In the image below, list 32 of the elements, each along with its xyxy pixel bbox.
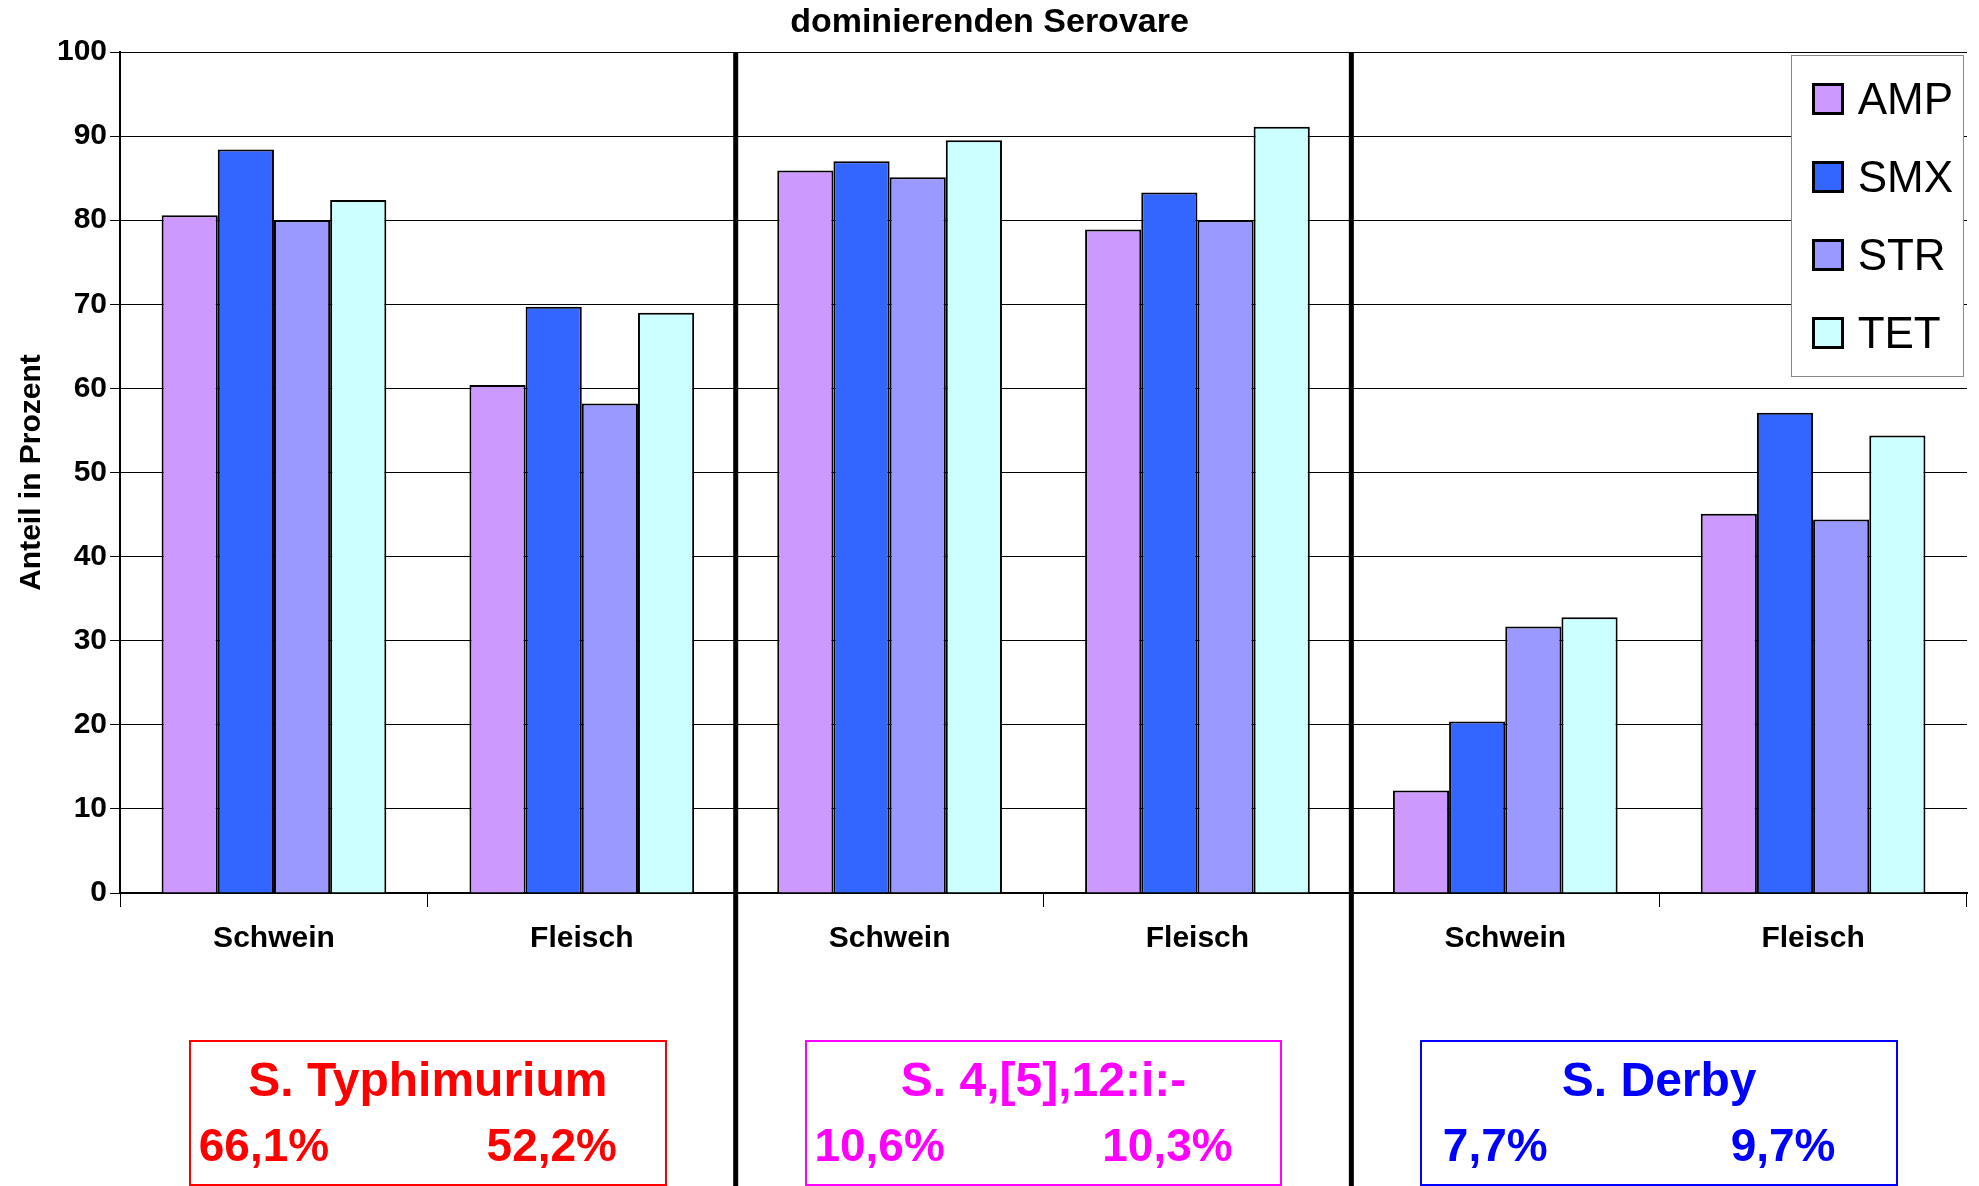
x-tick-label: Schwein <box>828 920 951 954</box>
x-tick-label: Schwein <box>1444 920 1567 954</box>
y-tick-label: 50 <box>73 453 108 487</box>
y-tick-label: 20 <box>73 706 108 740</box>
legend-label: AMP <box>1857 74 1953 124</box>
y-tick-label: 100 <box>56 33 108 67</box>
y-tick-label: 30 <box>73 621 108 655</box>
text: S. 4,[5],12:i:- <box>899 1052 1188 1107</box>
y-tick-label: 90 <box>73 117 108 151</box>
legend-label: SMX <box>1857 152 1953 202</box>
y-tick-label: 10 <box>73 790 108 824</box>
text: S. Derby <box>1560 1052 1758 1107</box>
x-tick-label: Fleisch <box>1145 920 1250 954</box>
text: S. Typhimurium <box>247 1052 609 1107</box>
x-tick-label: Fleisch <box>530 920 634 954</box>
legend-label: STR <box>1857 230 1946 280</box>
text: 52,2% <box>486 1118 617 1172</box>
x-tick-label: Fleisch <box>1761 920 1865 954</box>
text: 7,7% <box>1442 1118 1548 1172</box>
y-tick-label: 0 <box>90 874 108 908</box>
x-tick-label: Schwein <box>213 920 335 954</box>
y-axis-title: Anteil in Prozent <box>13 354 47 591</box>
y-tick-label: 80 <box>73 201 108 235</box>
text: 9,7% <box>1730 1118 1836 1172</box>
text: 10,3% <box>1102 1118 1233 1172</box>
text: 10,6% <box>814 1118 945 1172</box>
chart-title: dominierenden Serovare <box>790 1 1189 39</box>
text: 66,1% <box>198 1118 330 1172</box>
y-tick-label: 70 <box>73 285 108 319</box>
legend-label: TET <box>1857 308 1941 358</box>
y-tick-label: 60 <box>73 369 108 403</box>
y-tick-label: 40 <box>73 537 108 571</box>
